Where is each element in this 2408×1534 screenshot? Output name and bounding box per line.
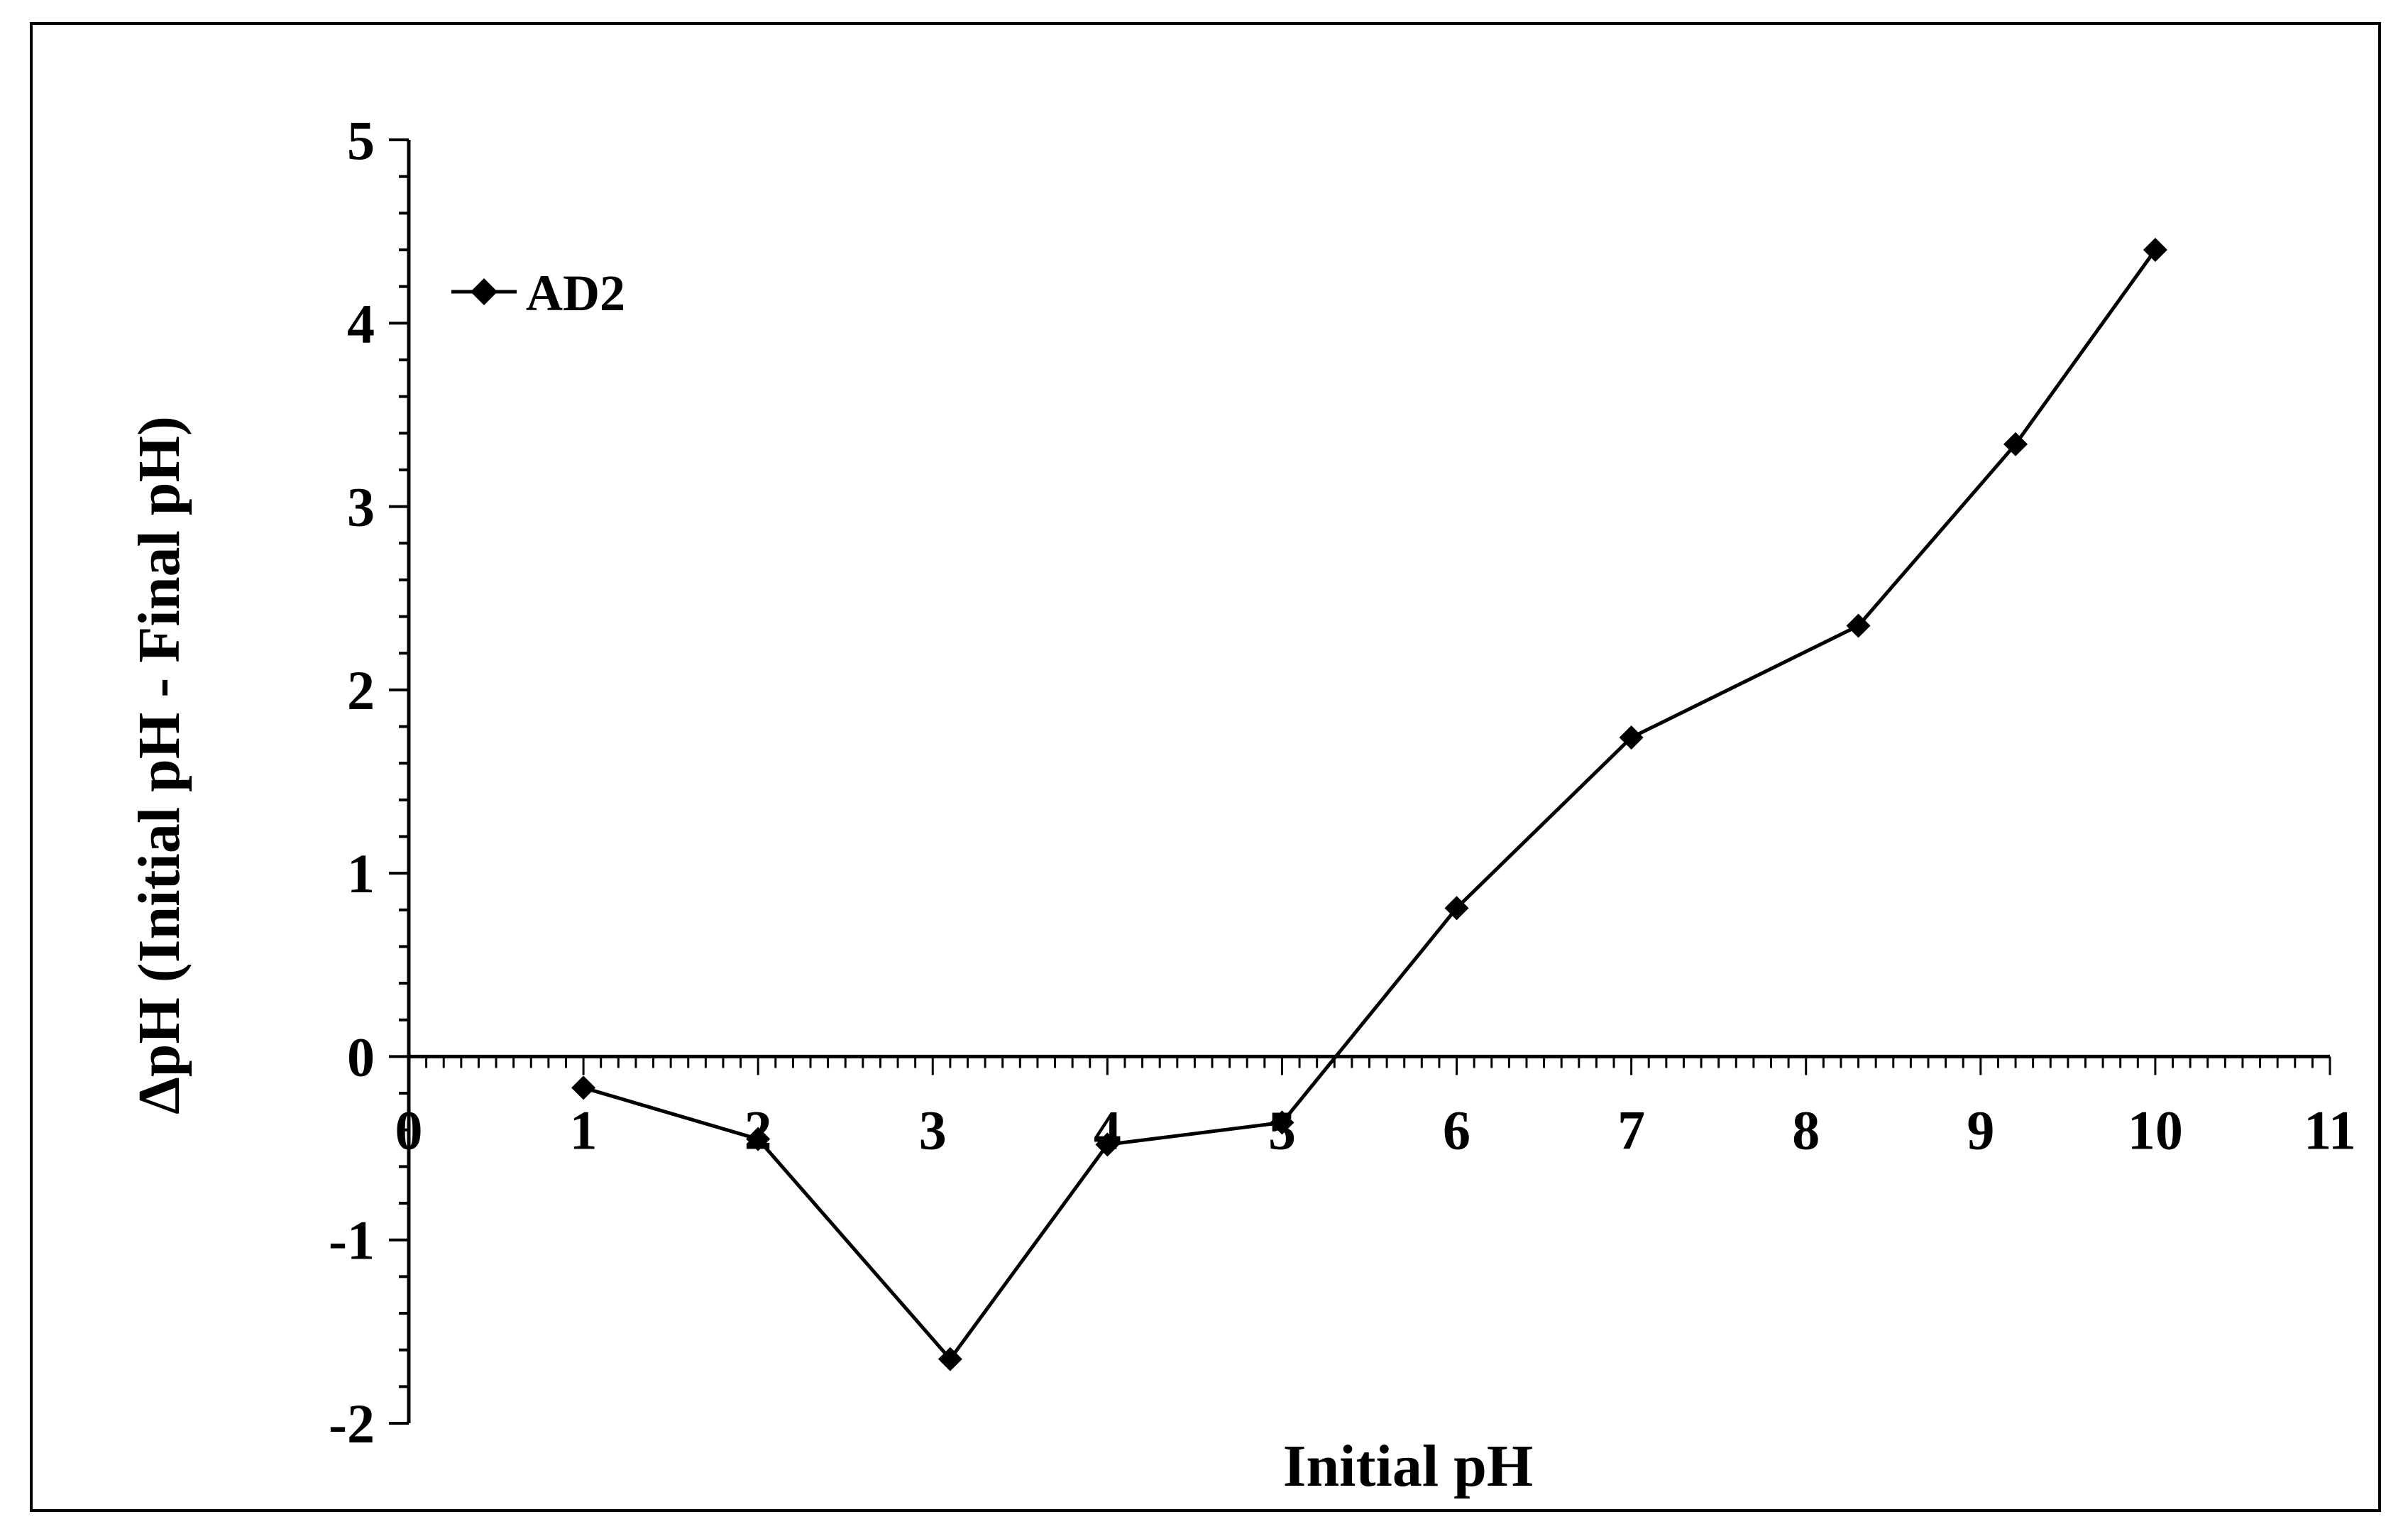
data-point-marker: [571, 1075, 596, 1100]
x-tick-label: 1: [570, 1099, 598, 1161]
x-tick-label: 0: [395, 1099, 423, 1161]
series-layer: [571, 237, 2167, 1371]
x-tick-label: 10: [2128, 1099, 2183, 1161]
legend: AD2: [451, 265, 625, 322]
y-tick-label: -2: [329, 1393, 375, 1454]
legend-marker: [471, 278, 497, 305]
x-tick-label: 8: [1792, 1099, 1820, 1161]
y-tick-label: -1: [329, 1210, 375, 1271]
data-point-marker: [2143, 237, 2167, 262]
x-axis-title: Initial pH: [1283, 1433, 1533, 1499]
data-point-marker: [1095, 1132, 1120, 1157]
data-point-marker: [1846, 613, 1871, 638]
x-tick-label: 6: [1443, 1099, 1470, 1161]
data-point-marker: [1270, 1110, 1294, 1135]
y-tick-label: 3: [347, 476, 375, 538]
y-tick-label: 0: [347, 1026, 375, 1088]
data-point-marker: [1444, 896, 1469, 921]
y-tick-label: 2: [347, 659, 375, 721]
series-line-ad2: [583, 248, 2157, 1362]
chart-border: [30, 22, 2381, 1512]
y-tick-label: 5: [347, 109, 375, 171]
y-tick-label: 1: [347, 843, 375, 904]
data-point-marker: [2003, 432, 2028, 456]
data-point-marker: [938, 1347, 962, 1371]
y-axis-title: ΔpH (Initial pH - Final pH): [126, 416, 192, 1114]
legend-label-ad2: AD2: [526, 265, 625, 322]
y-tick-label: 4: [347, 292, 375, 354]
x-tick-label: 3: [919, 1099, 947, 1161]
x-tick-label: 7: [1617, 1099, 1645, 1161]
data-point-marker: [746, 1127, 771, 1151]
x-tick-label: 9: [1967, 1099, 1994, 1161]
data-point-marker: [1619, 725, 1644, 750]
x-tick-label: 11: [2304, 1099, 2356, 1161]
